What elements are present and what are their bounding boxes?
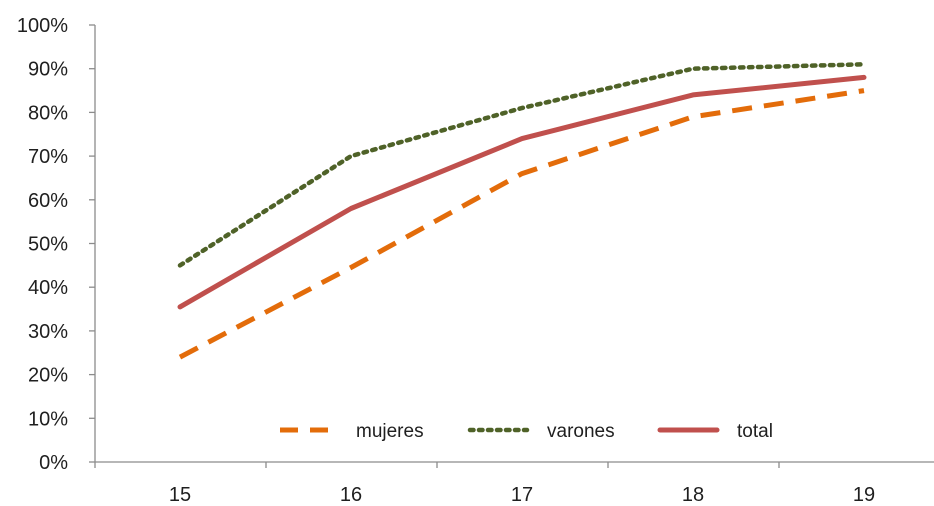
y-tick-label: 70% bbox=[28, 146, 68, 168]
y-tick-label: 100% bbox=[17, 15, 68, 37]
series-lines bbox=[177, 62, 867, 360]
legend-label-total: total bbox=[737, 421, 773, 442]
y-axis-ticks: 0% 10% 20% 30% 40% 50% 60% 70% 80% 90% 100% bbox=[17, 15, 95, 474]
y-tick-label: 20% bbox=[28, 365, 68, 387]
x-tick-label: 17 bbox=[511, 484, 533, 506]
x-tick-label: 16 bbox=[340, 484, 362, 506]
y-tick-label: 30% bbox=[28, 321, 68, 343]
x-tick-label: 15 bbox=[169, 484, 191, 506]
y-tick-label: 90% bbox=[28, 59, 68, 81]
y-tick-label: 40% bbox=[28, 277, 68, 299]
series-line-varones bbox=[177, 62, 867, 268]
legend-label-varones: varones bbox=[547, 421, 615, 442]
y-tick-label: 80% bbox=[28, 102, 68, 124]
x-axis-ticks: 15 16 17 18 19 bbox=[94, 462, 875, 506]
x-tick-label: 19 bbox=[853, 484, 875, 506]
y-tick-label: 10% bbox=[28, 408, 68, 430]
y-tick-label: 50% bbox=[28, 234, 68, 256]
x-tick-label: 18 bbox=[682, 484, 704, 506]
y-tick-label: 0% bbox=[39, 452, 68, 474]
series-line-mujeres bbox=[178, 88, 865, 360]
legend-label-mujeres: mujeres bbox=[356, 421, 424, 442]
series-line-total bbox=[177, 74, 867, 310]
y-tick-label: 60% bbox=[28, 190, 68, 212]
legend: mujeres varones total bbox=[280, 421, 773, 442]
